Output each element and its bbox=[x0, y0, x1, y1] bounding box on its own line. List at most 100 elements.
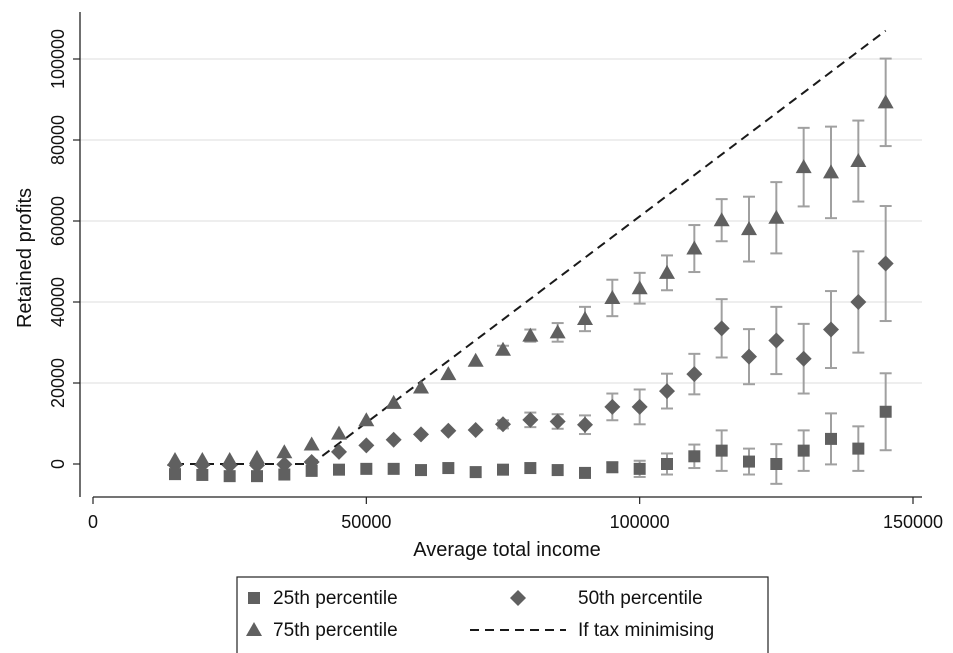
diamond-series-point bbox=[577, 416, 593, 433]
triangle-series-point bbox=[686, 240, 703, 255]
triangle-series-point bbox=[467, 352, 484, 367]
square-series-point bbox=[551, 464, 564, 477]
diamond-series-point bbox=[686, 366, 703, 383]
diamond-series-point bbox=[358, 437, 375, 454]
y-tick-label: 20000 bbox=[48, 358, 68, 408]
square-series-point bbox=[305, 464, 318, 477]
legend-label: If tax minimising bbox=[578, 620, 714, 641]
square-series-point bbox=[688, 450, 701, 463]
square-series-point bbox=[852, 442, 865, 455]
square-series-point bbox=[524, 462, 537, 475]
diamond-series-point bbox=[413, 426, 429, 443]
triangle-series-point bbox=[713, 212, 730, 227]
axes bbox=[79, 12, 922, 498]
diamond-series-point bbox=[768, 332, 785, 349]
square-series-point bbox=[606, 461, 619, 474]
square-series-point bbox=[497, 463, 509, 476]
data-marks bbox=[167, 29, 894, 485]
tick-labels: 0 20000 40000 60000 80000 100000 0 50000 100000 1… bbox=[48, 29, 943, 532]
tax-minimising-line bbox=[175, 29, 887, 465]
triangle-series-point bbox=[522, 327, 539, 342]
diamond-series-point bbox=[795, 350, 812, 367]
square-series-point bbox=[825, 432, 837, 445]
triangle-series-point bbox=[276, 444, 293, 459]
diamond-series-point bbox=[440, 422, 457, 439]
y-tick-label: 40000 bbox=[48, 277, 68, 327]
triangle-series-point bbox=[331, 425, 347, 440]
square-series-point bbox=[169, 468, 181, 481]
y-tick-label: 80000 bbox=[48, 115, 68, 165]
diamond-series-point bbox=[877, 255, 894, 272]
x-tick-label: 100000 bbox=[610, 512, 670, 532]
square-series-point bbox=[278, 468, 291, 481]
triangle-series-point bbox=[249, 449, 265, 464]
square-series-point bbox=[743, 455, 755, 468]
triangle-series-point bbox=[385, 394, 402, 409]
diamond-series-point bbox=[549, 413, 566, 430]
legend: 25th percentile 50th percentile 75th perce… bbox=[236, 576, 769, 653]
diamond-series-point bbox=[850, 294, 867, 310]
legend-square-symbol bbox=[248, 592, 260, 604]
x-axis-title: Average total income bbox=[413, 539, 601, 561]
diamond-series-point bbox=[604, 398, 621, 415]
triangle-series-point bbox=[413, 379, 429, 394]
legend-diamond-symbol bbox=[510, 590, 526, 606]
legend-label: 75th percentile bbox=[273, 620, 398, 641]
diamond-series-point bbox=[495, 416, 511, 433]
y-axis-title: Retained profits bbox=[14, 188, 36, 328]
triangle-series-point bbox=[659, 264, 675, 279]
triangle-series-point bbox=[221, 451, 238, 466]
square-series-point bbox=[879, 405, 892, 418]
square-series-point bbox=[333, 463, 345, 476]
square-series-point bbox=[223, 470, 236, 483]
x-tick-label: 150000 bbox=[883, 512, 943, 532]
diamond-series-point bbox=[331, 443, 347, 460]
square-series-point bbox=[387, 462, 400, 475]
triangle-series-point bbox=[303, 436, 320, 451]
legend-label: 25th percentile bbox=[273, 588, 398, 609]
x-tick-label: 0 bbox=[88, 512, 98, 532]
square-series-point bbox=[579, 466, 591, 479]
square-series-point bbox=[196, 468, 209, 481]
square-series-point bbox=[469, 466, 482, 479]
square-series-point bbox=[251, 470, 263, 483]
gridlines bbox=[80, 58, 922, 384]
triangle-series-point bbox=[631, 280, 648, 295]
diamond-series-point bbox=[385, 431, 402, 448]
triangle-series-point bbox=[194, 451, 211, 466]
square-series-point bbox=[442, 462, 455, 475]
square-series-point bbox=[715, 444, 728, 457]
triangle-series-point bbox=[358, 412, 375, 427]
triangle-series-point bbox=[549, 324, 566, 339]
triangle-series-point bbox=[823, 164, 839, 179]
triangle-series-point bbox=[877, 94, 894, 109]
triangle-series-point bbox=[440, 366, 457, 381]
legend-triangle-symbol bbox=[246, 622, 262, 636]
diamond-series-point bbox=[659, 383, 675, 400]
triangle-series-point bbox=[795, 159, 812, 174]
y-tick-label: 0 bbox=[48, 459, 68, 469]
diamond-series-point bbox=[467, 421, 484, 438]
y-tick-label: 100000 bbox=[48, 29, 68, 89]
triangle-series-point bbox=[495, 341, 511, 356]
y-tick-label: 60000 bbox=[48, 196, 68, 246]
triangle-series-point bbox=[768, 209, 785, 224]
triangle-series-point bbox=[850, 153, 867, 168]
diamond-series-point bbox=[276, 456, 293, 473]
square-series-point bbox=[661, 458, 673, 470]
diamond-series-point bbox=[522, 411, 539, 428]
square-series-point bbox=[797, 444, 810, 457]
x-tick-label: 50000 bbox=[341, 512, 391, 532]
triangle-series-point bbox=[604, 289, 621, 304]
legend-label: 50th percentile bbox=[578, 588, 703, 609]
diamond-series-point bbox=[713, 320, 730, 337]
diamond-series-point bbox=[823, 321, 839, 338]
diamond-series-point bbox=[303, 453, 320, 470]
square-series-point bbox=[415, 464, 427, 477]
diamond-series-point bbox=[741, 348, 757, 365]
triangle-series-point bbox=[577, 311, 593, 326]
diamond-series-point bbox=[631, 398, 648, 415]
triangle-series-point bbox=[167, 451, 183, 466]
triangle-series-point bbox=[741, 221, 757, 236]
